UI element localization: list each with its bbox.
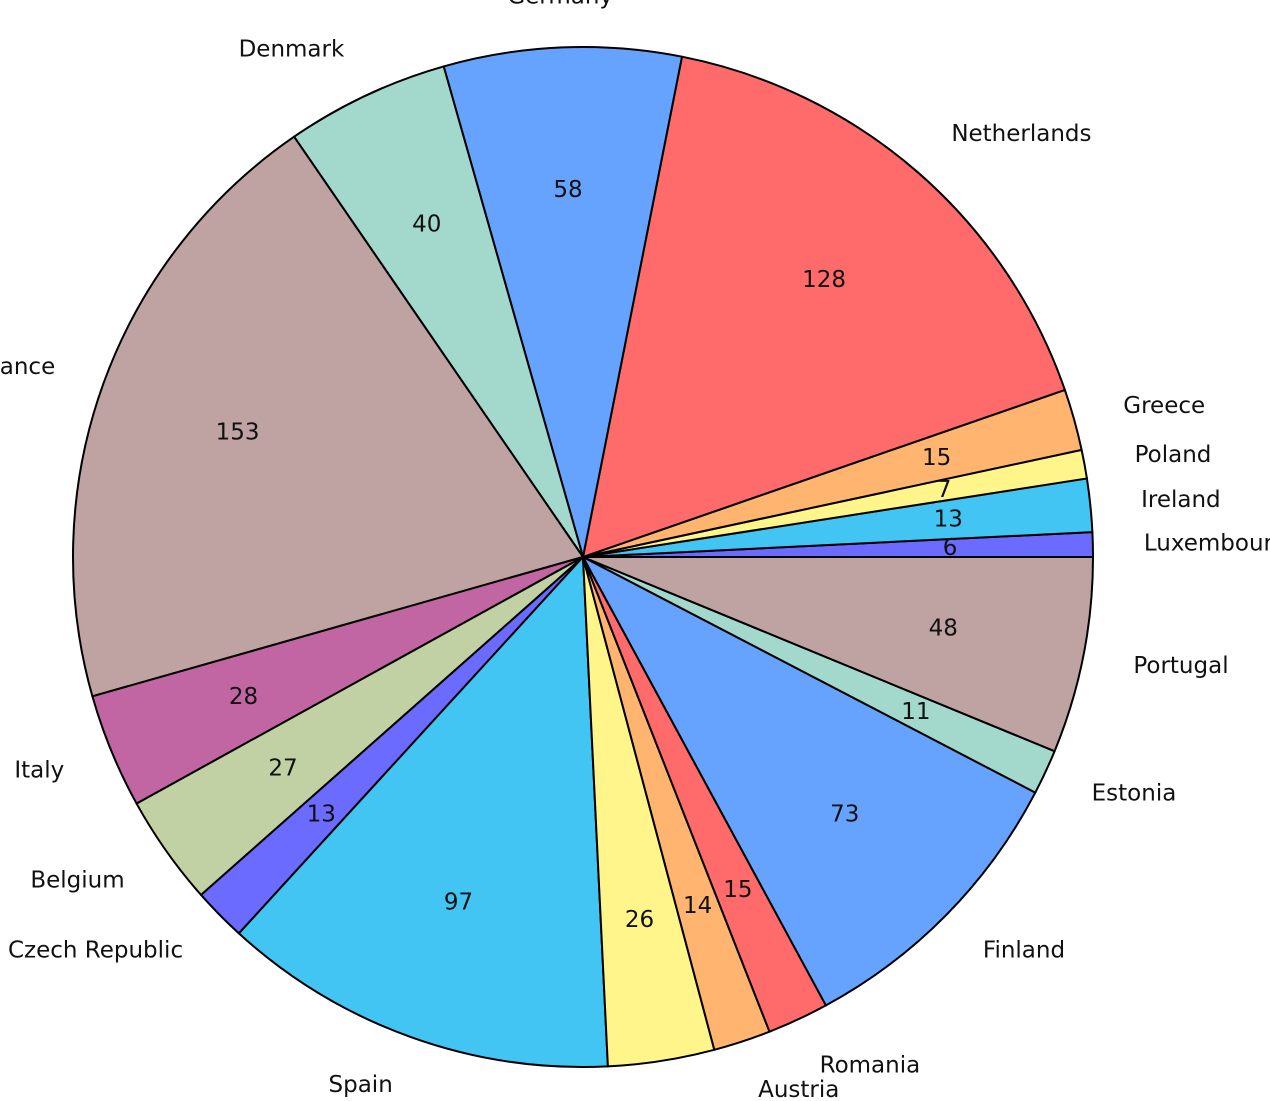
- category-label-sweden: Sweden: [669, 1098, 760, 1101]
- pie-slices: [72, 46, 1094, 1068]
- value-label-france: 153: [216, 420, 260, 446]
- value-label-denmark: 40: [412, 212, 441, 238]
- value-label-sweden: 26: [625, 907, 654, 933]
- value-label-belgium: 27: [268, 756, 297, 782]
- category-label-estonia: Estonia: [1092, 781, 1177, 807]
- category-label-ireland: Ireland: [1141, 487, 1221, 513]
- category-label-poland: Poland: [1135, 442, 1212, 468]
- pie-slice-denmark: [293, 65, 584, 558]
- pie-slice-netherlands: [582, 55, 1066, 558]
- pie-slice-spain: [237, 556, 609, 1068]
- value-label-romania: 15: [723, 877, 752, 903]
- pie-slice-portugal: [582, 556, 1094, 753]
- category-label-netherlands: Netherlands: [951, 121, 1091, 147]
- value-label-greece: 15: [922, 445, 951, 471]
- category-label-luxembourg: Luxembourg: [1144, 530, 1270, 556]
- value-label-austria: 14: [683, 893, 712, 919]
- value-label-spain: 97: [444, 889, 473, 915]
- category-label-portugal: Portugal: [1133, 653, 1228, 679]
- pie-slice-finland: [582, 556, 1037, 1007]
- value-label-germany: 58: [553, 177, 582, 203]
- category-label-france: France: [0, 354, 55, 380]
- value-label-ireland: 13: [934, 507, 963, 533]
- value-label-estonia: 11: [901, 699, 930, 725]
- value-label-czech-republic: 13: [307, 802, 336, 828]
- pie-slice-germany: [442, 46, 683, 558]
- category-label-germany: Germany: [507, 0, 613, 9]
- value-label-netherlands: 128: [802, 267, 846, 293]
- category-label-spain: Spain: [329, 1072, 393, 1098]
- category-label-romania: Romania: [820, 1053, 921, 1079]
- value-label-portugal: 48: [929, 615, 958, 641]
- value-label-poland: 7: [937, 477, 952, 503]
- category-label-denmark: Denmark: [239, 36, 345, 62]
- category-label-austria: Austria: [758, 1077, 839, 1101]
- value-label-luxembourg: 6: [943, 535, 958, 561]
- category-label-greece: Greece: [1123, 393, 1205, 419]
- value-label-italy: 28: [229, 684, 258, 710]
- pie-slice-france: [72, 135, 584, 698]
- category-label-italy: Italy: [14, 758, 64, 784]
- category-label-czech-republic: Czech Republic: [8, 937, 183, 963]
- category-label-finland: Finland: [983, 937, 1065, 963]
- value-label-finland: 73: [830, 802, 859, 828]
- category-label-belgium: Belgium: [30, 867, 124, 893]
